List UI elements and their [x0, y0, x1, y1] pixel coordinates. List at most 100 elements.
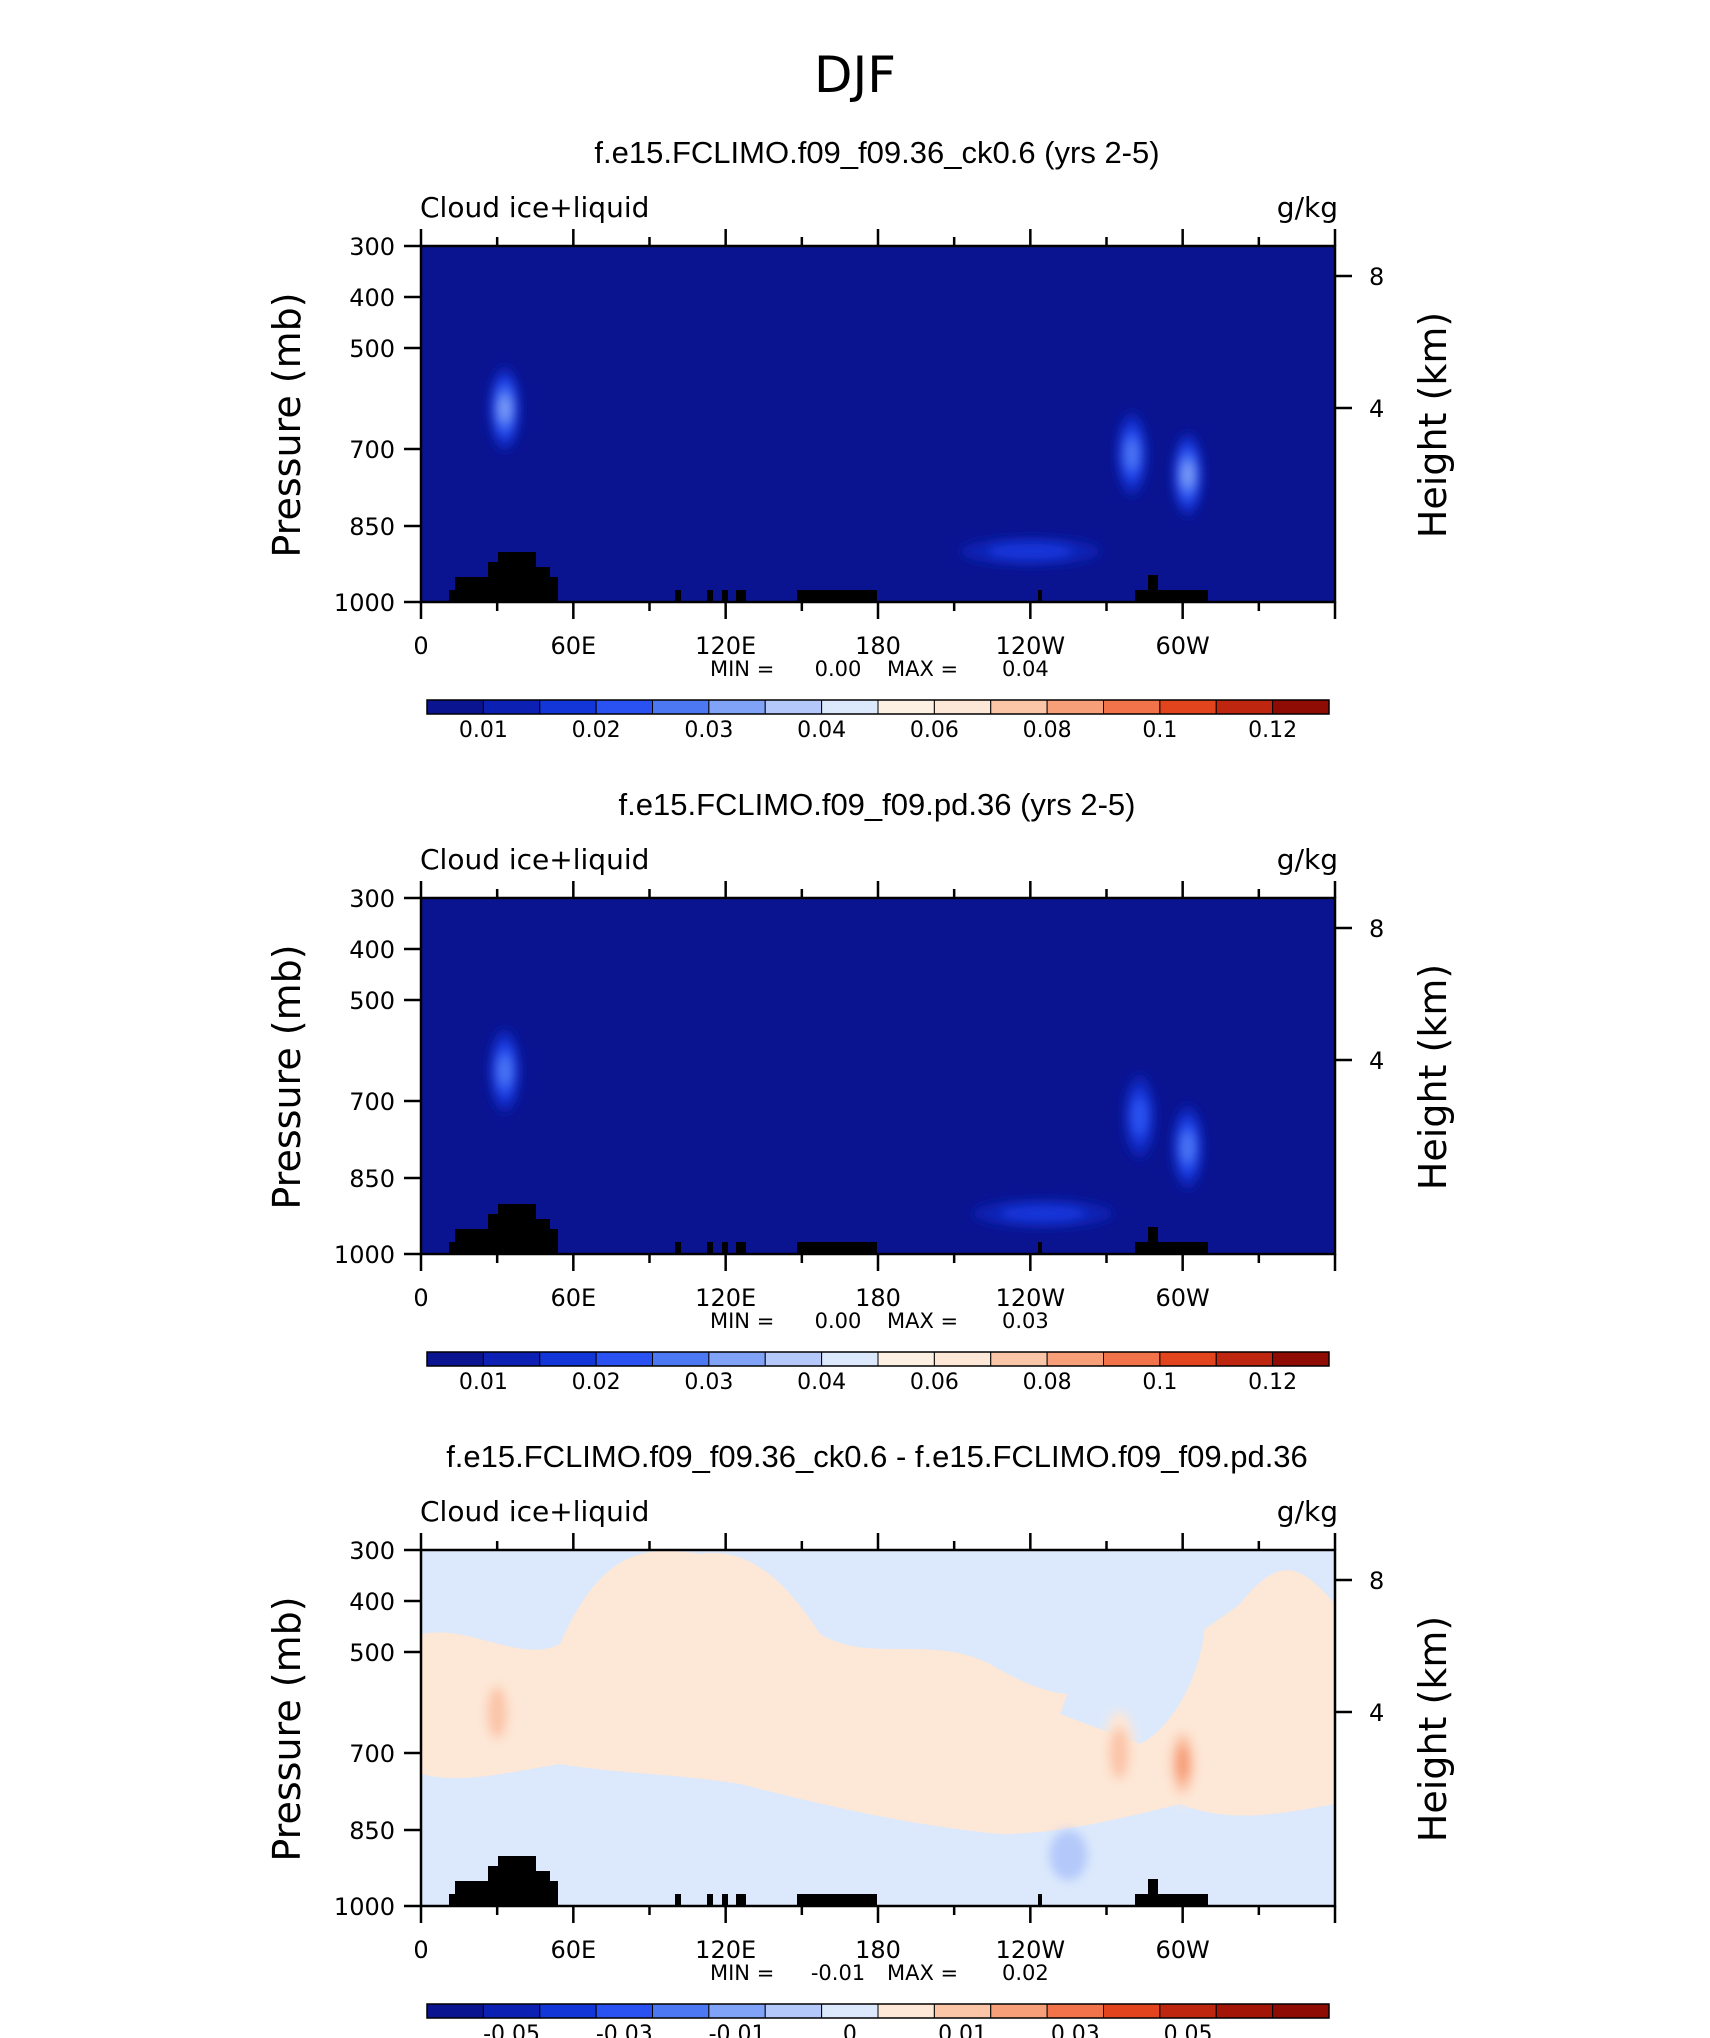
- topography-block: [797, 1894, 877, 1906]
- y-tick-label: 400: [349, 1588, 395, 1616]
- colorbar-label: 0.1: [1142, 718, 1177, 743]
- y-axis-label-right: Height (km): [1411, 1616, 1455, 1842]
- colorbar-box: [877, 699, 935, 715]
- field-contour: [500, 396, 510, 421]
- field-background: [421, 898, 1335, 1254]
- colorbar-label: 0.04: [797, 718, 846, 743]
- field-feature: [1123, 1074, 1156, 1159]
- topography-block: [797, 590, 877, 602]
- field-contour: [487, 1686, 508, 1739]
- x-tick-label: 60W: [1156, 1284, 1210, 1312]
- variable-label: Cloud ice+liquid: [420, 1495, 649, 1528]
- x-tick-label: 120W: [996, 632, 1066, 660]
- y-right-tick-label: 4: [1369, 395, 1384, 423]
- variable-label: Cloud ice+liquid: [420, 191, 649, 224]
- colorbar-box: [821, 2003, 879, 2019]
- panel-title: f.e15.FCLIMO.f09_f09.pd.36 (yrs 2-5): [619, 787, 1136, 822]
- colorbar-label: 0.12: [1248, 1370, 1297, 1395]
- colorbar-box: [990, 699, 1048, 715]
- y-axis-label: Pressure (mb): [265, 292, 309, 557]
- colorbar-box: [764, 1351, 823, 1367]
- topography-block: [522, 1881, 558, 1906]
- max-value: 0.03: [1002, 1309, 1049, 1333]
- colorbar-box: [539, 699, 597, 715]
- y-tick-label: 500: [349, 335, 395, 363]
- min-label: MIN =: [710, 1309, 774, 1333]
- colorbar-box: [1159, 1351, 1217, 1367]
- topography-block: [1148, 1879, 1158, 1906]
- colorbar-frame: [426, 699, 1330, 715]
- topography-block: [736, 1242, 746, 1254]
- colorbar-box: [708, 699, 766, 715]
- colorbar-box: [990, 1351, 1048, 1367]
- plot-area: [421, 898, 1335, 1254]
- colorbar-label: 0.02: [572, 718, 621, 743]
- colorbar-box: [1272, 1351, 1330, 1367]
- colorbar-box: [482, 1351, 541, 1367]
- topography-block: [797, 1242, 877, 1254]
- colorbar-label: -0.03: [596, 2022, 653, 2038]
- x-tick-label: 180: [855, 1936, 901, 1964]
- colorbar-box: [821, 1351, 879, 1367]
- panel-middle: f.e15.FCLIMO.f09_f09.pd.36 (yrs 2-5) Clou…: [265, 787, 1455, 1395]
- colorbar: 0.01 0.02 0.03 0.04 0.06 0.08 0.1 0.12: [426, 1351, 1330, 1395]
- x-tick-label: 60E: [550, 632, 596, 660]
- diff-neutral-patch: [1060, 1572, 1206, 1744]
- y-tick-label: 850: [349, 513, 395, 541]
- colorbar-box: [595, 1351, 653, 1367]
- colorbar-label: 0.02: [572, 1370, 621, 1395]
- colorbar-label: 0.08: [1023, 718, 1072, 743]
- colorbar-frame: [426, 2003, 1330, 2019]
- field-contour: [1183, 462, 1193, 487]
- y-right-tick-label: 8: [1369, 263, 1384, 291]
- y-tick-label: 400: [349, 284, 395, 312]
- colorbar-label: 0.06: [910, 1370, 959, 1395]
- colorbar-box: [990, 2003, 1048, 2019]
- max-label: MAX =: [887, 1961, 958, 1985]
- field-contour: [1049, 1830, 1088, 1881]
- topography-block: [1038, 1242, 1042, 1254]
- y-tick-label: 300: [349, 233, 395, 261]
- colorbar-label: 0.01: [459, 718, 508, 743]
- x-tick-label: 60W: [1156, 1936, 1210, 1964]
- colorbar-label: -0.01: [709, 2022, 766, 2038]
- topography-block: [522, 1229, 558, 1254]
- y-tick-label: 1000: [334, 1893, 395, 1921]
- colorbar-box: [539, 1351, 597, 1367]
- colorbar-label: 0.03: [1051, 2022, 1100, 2038]
- panel-difference: f.e15.FCLIMO.f09_f09.36_ck0.6 - f.e15.FC…: [265, 1439, 1455, 2038]
- y-tick-label: 850: [349, 1817, 395, 1845]
- colorbar-box: [933, 2003, 992, 2019]
- x-tick-label: 120E: [695, 632, 756, 660]
- colorbar: -0.05 -0.03 -0.01 0 0.01 0.03 0.05: [426, 2003, 1330, 2038]
- colorbar-box: [933, 1351, 992, 1367]
- x-tick-label: 120E: [695, 1284, 756, 1312]
- colorbar-box: [877, 2003, 935, 2019]
- topography-block: [675, 1894, 681, 1906]
- colorbar-box: [1159, 2003, 1217, 2019]
- x-tick-label: 60W: [1156, 632, 1210, 660]
- y-tick-label: 500: [349, 1639, 395, 1667]
- topography-block: [675, 590, 681, 602]
- colorbar-box: [652, 699, 710, 715]
- panel-title: f.e15.FCLIMO.f09_f09.36_ck0.6 - f.e15.FC…: [446, 1439, 1308, 1474]
- topography-block: [722, 1242, 728, 1254]
- topography-block: [1135, 1242, 1207, 1254]
- topography-block: [707, 590, 713, 602]
- colorbar-box: [821, 699, 879, 715]
- x-tick-label: 180: [855, 1284, 901, 1312]
- topography-block: [1038, 1894, 1042, 1906]
- y-axis-label: Pressure (mb): [265, 944, 309, 1209]
- colorbar-label: 0.05: [1164, 2022, 1213, 2038]
- figure-title: DJF: [814, 46, 896, 104]
- colorbar-label: 0.03: [684, 1370, 733, 1395]
- topography-block: [1148, 1227, 1158, 1254]
- y-axis-label-right: Height (km): [1411, 312, 1455, 538]
- colorbar-box: [1215, 1351, 1274, 1367]
- field-contour: [1132, 1097, 1147, 1136]
- field-feature: [1166, 1721, 1199, 1806]
- colorbar-label: 0.08: [1023, 1370, 1072, 1395]
- colorbar-box: [426, 2003, 484, 2019]
- colorbar-box: [426, 699, 484, 715]
- y-tick-label: 700: [349, 1088, 395, 1116]
